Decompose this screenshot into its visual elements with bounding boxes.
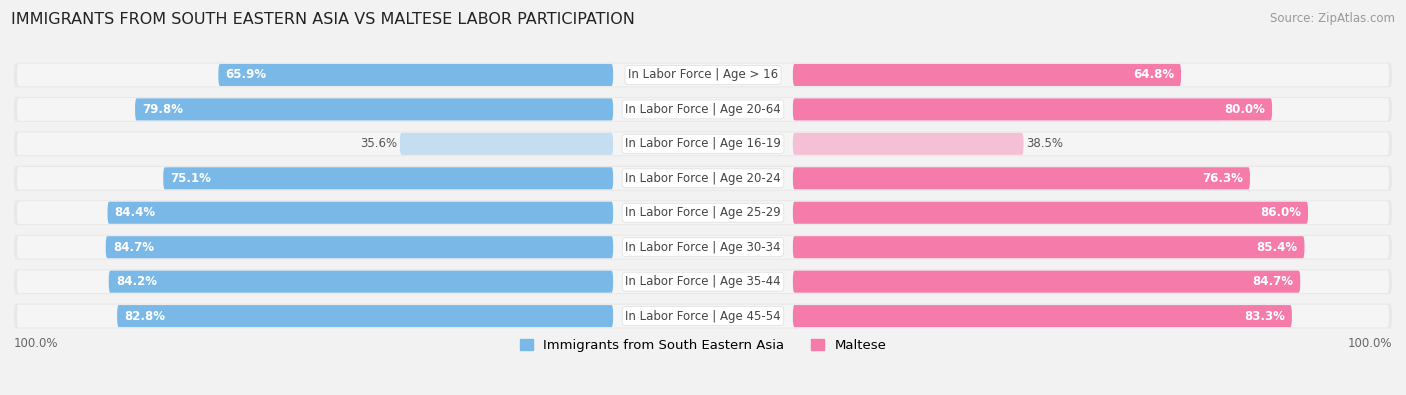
FancyBboxPatch shape (163, 167, 613, 189)
FancyBboxPatch shape (14, 304, 1392, 329)
FancyBboxPatch shape (135, 98, 613, 120)
FancyBboxPatch shape (793, 167, 1250, 189)
FancyBboxPatch shape (14, 62, 1392, 87)
FancyBboxPatch shape (105, 236, 613, 258)
FancyBboxPatch shape (107, 202, 613, 224)
FancyBboxPatch shape (793, 236, 1305, 258)
FancyBboxPatch shape (14, 166, 1392, 191)
FancyBboxPatch shape (793, 98, 1272, 120)
FancyBboxPatch shape (17, 167, 1389, 190)
FancyBboxPatch shape (117, 305, 613, 327)
FancyBboxPatch shape (218, 64, 613, 86)
Text: In Labor Force | Age 20-64: In Labor Force | Age 20-64 (626, 103, 780, 116)
Text: 82.8%: 82.8% (124, 310, 166, 323)
Text: In Labor Force | Age 30-34: In Labor Force | Age 30-34 (626, 241, 780, 254)
Text: 76.3%: 76.3% (1202, 172, 1243, 185)
FancyBboxPatch shape (14, 132, 1392, 156)
FancyBboxPatch shape (17, 305, 1389, 327)
Text: In Labor Force | Age 20-24: In Labor Force | Age 20-24 (626, 172, 780, 185)
FancyBboxPatch shape (17, 98, 1389, 121)
Text: 86.0%: 86.0% (1260, 206, 1301, 219)
FancyBboxPatch shape (793, 271, 1301, 293)
Text: In Labor Force | Age 45-54: In Labor Force | Age 45-54 (626, 310, 780, 323)
FancyBboxPatch shape (17, 236, 1389, 259)
Text: Source: ZipAtlas.com: Source: ZipAtlas.com (1270, 12, 1395, 25)
FancyBboxPatch shape (17, 64, 1389, 87)
Text: 84.2%: 84.2% (115, 275, 157, 288)
Text: 75.1%: 75.1% (170, 172, 211, 185)
Text: 80.0%: 80.0% (1225, 103, 1265, 116)
FancyBboxPatch shape (793, 64, 1181, 86)
Text: 64.8%: 64.8% (1133, 68, 1174, 81)
Text: 85.4%: 85.4% (1256, 241, 1298, 254)
Text: 35.6%: 35.6% (360, 137, 396, 150)
FancyBboxPatch shape (399, 133, 613, 155)
Text: 100.0%: 100.0% (14, 337, 59, 350)
FancyBboxPatch shape (793, 202, 1308, 224)
FancyBboxPatch shape (793, 305, 1292, 327)
FancyBboxPatch shape (17, 132, 1389, 155)
Text: In Labor Force | Age 35-44: In Labor Force | Age 35-44 (626, 275, 780, 288)
FancyBboxPatch shape (14, 235, 1392, 260)
FancyBboxPatch shape (14, 97, 1392, 122)
Text: In Labor Force | Age 25-29: In Labor Force | Age 25-29 (626, 206, 780, 219)
FancyBboxPatch shape (14, 200, 1392, 225)
FancyBboxPatch shape (17, 270, 1389, 293)
Text: In Labor Force | Age > 16: In Labor Force | Age > 16 (628, 68, 778, 81)
Text: 84.7%: 84.7% (112, 241, 153, 254)
Text: 65.9%: 65.9% (225, 68, 267, 81)
FancyBboxPatch shape (793, 133, 1024, 155)
Text: 83.3%: 83.3% (1244, 310, 1285, 323)
Text: 84.4%: 84.4% (115, 206, 156, 219)
Text: In Labor Force | Age 16-19: In Labor Force | Age 16-19 (626, 137, 780, 150)
FancyBboxPatch shape (108, 271, 613, 293)
Legend: Immigrants from South Eastern Asia, Maltese: Immigrants from South Eastern Asia, Malt… (520, 339, 886, 352)
Text: 79.8%: 79.8% (142, 103, 183, 116)
Text: IMMIGRANTS FROM SOUTH EASTERN ASIA VS MALTESE LABOR PARTICIPATION: IMMIGRANTS FROM SOUTH EASTERN ASIA VS MA… (11, 12, 636, 27)
Text: 100.0%: 100.0% (1347, 337, 1392, 350)
FancyBboxPatch shape (17, 201, 1389, 224)
Text: 84.7%: 84.7% (1253, 275, 1294, 288)
Text: 38.5%: 38.5% (1026, 137, 1063, 150)
FancyBboxPatch shape (14, 269, 1392, 294)
